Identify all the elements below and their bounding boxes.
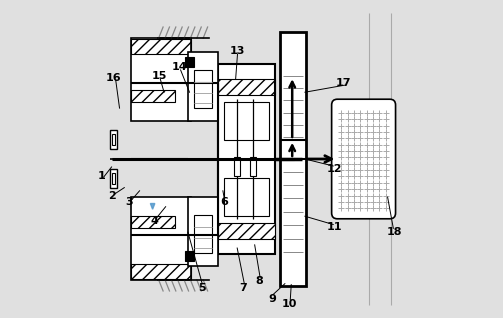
Bar [131, 264, 191, 279]
Text: 6: 6 [220, 197, 228, 207]
Bar [224, 102, 269, 140]
Bar [131, 38, 191, 121]
Text: 5: 5 [198, 283, 206, 293]
Bar [185, 251, 194, 261]
Bar [218, 223, 275, 238]
Text: 16: 16 [105, 73, 121, 83]
Text: 15: 15 [151, 71, 167, 81]
Bar [188, 197, 218, 266]
Bar [194, 215, 212, 253]
Bar [112, 173, 115, 184]
Text: 18: 18 [387, 227, 402, 237]
Bar [218, 80, 275, 95]
Bar [250, 157, 256, 176]
FancyBboxPatch shape [331, 99, 395, 219]
Text: 2: 2 [108, 190, 116, 201]
Text: 10: 10 [282, 299, 297, 309]
Bar [110, 169, 117, 188]
Bar [188, 52, 218, 121]
Bar [218, 64, 275, 254]
Bar [110, 130, 117, 149]
Text: 1: 1 [98, 171, 106, 182]
Text: 12: 12 [326, 163, 342, 174]
Bar [131, 197, 191, 280]
Text: 17: 17 [336, 78, 352, 88]
Bar [280, 32, 305, 286]
Text: 7: 7 [239, 283, 247, 293]
Text: 13: 13 [229, 46, 245, 56]
Bar [112, 134, 115, 145]
Polygon shape [150, 204, 155, 209]
Text: 4: 4 [150, 216, 158, 226]
Bar [194, 70, 212, 108]
Bar [234, 157, 240, 176]
Text: 11: 11 [326, 222, 342, 232]
Text: 9: 9 [268, 294, 276, 304]
Text: 8: 8 [256, 276, 264, 287]
Text: 14: 14 [172, 62, 188, 72]
Bar [224, 178, 269, 216]
Bar [185, 57, 194, 67]
Bar [131, 216, 175, 228]
Bar [131, 39, 191, 54]
Bar [131, 90, 175, 102]
Text: 3: 3 [125, 197, 133, 207]
